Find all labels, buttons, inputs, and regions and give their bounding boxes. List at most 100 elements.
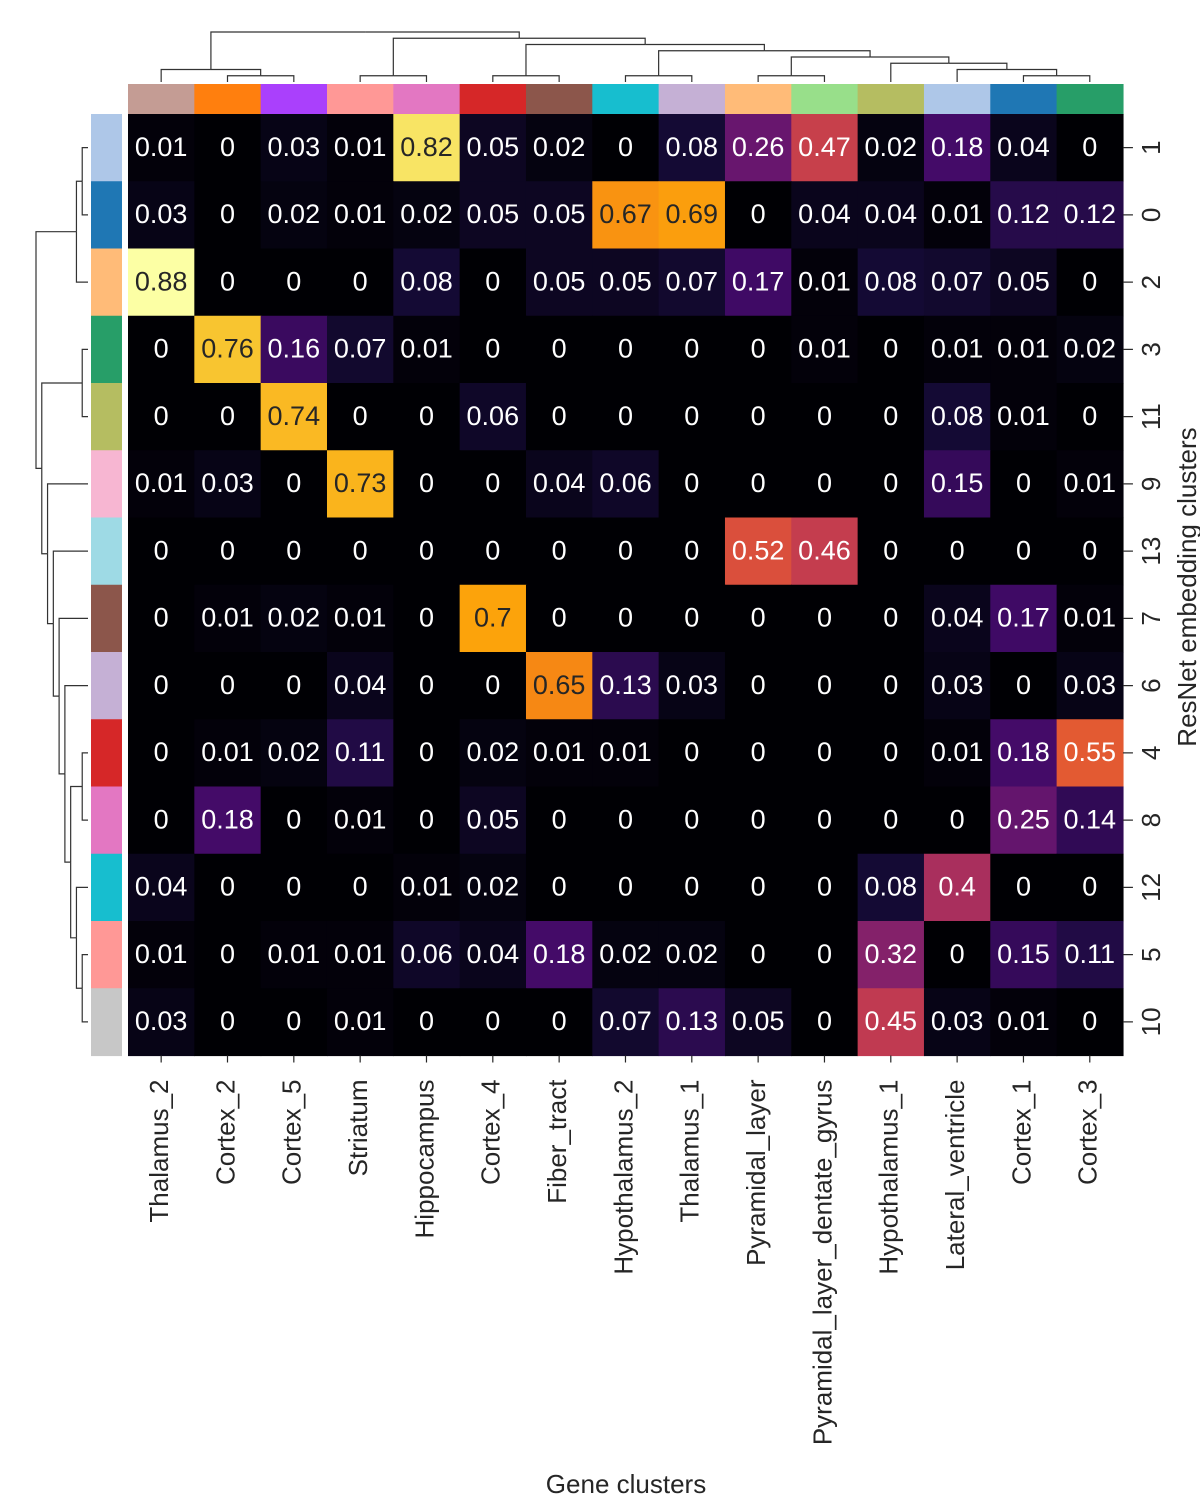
heatmap-cell [658,517,726,586]
dendrogram-branch [393,75,428,82]
heatmap-cell [658,719,726,788]
heatmap-cell [724,652,792,720]
cell-value-label: 0 [552,401,567,431]
cell-value-label: 0 [353,535,368,565]
heatmap-cell [724,315,792,384]
cell-value-label: 0.55 [1064,737,1117,767]
heatmap-cell [326,786,394,855]
heatmap-cell [923,248,991,317]
cell-value-label: 0 [817,401,832,431]
cell-value-label: 0.01 [400,334,453,364]
heatmap-cell [857,584,925,653]
cell-value-label: 0 [883,334,898,364]
heatmap-cell [326,719,394,788]
dendrogram-branch [58,696,65,775]
heatmap-cell [525,652,593,720]
cell-value-label: 0 [286,266,301,296]
cell-value-label: 0.07 [334,334,387,364]
heatmap-cell [260,315,328,384]
cell-value-label: 0 [751,804,766,834]
cell-value-label: 0 [684,804,699,834]
heatmap-cell [791,584,859,653]
cell-value-label: 0.15 [931,468,984,498]
dendrogram-branch [52,623,60,697]
column-color-swatch [393,84,461,115]
cell-value-label: 0.05 [997,266,1050,296]
dendrogram-branch [870,56,950,64]
heatmap-cell [724,988,792,1057]
cell-value-label: 0.18 [931,132,984,162]
cell-value-label: 0.01 [997,401,1050,431]
heatmap-cell [990,181,1058,250]
cell-value-label: 0 [220,872,235,902]
heatmap-cell [459,719,527,788]
heatmap-cells [128,114,1124,1057]
cell-value-label: 0 [684,468,699,498]
cell-value-label: 0 [1016,468,1031,498]
cell-value-label: 0.18 [533,939,586,969]
cell-value-label: 0.04 [135,872,188,902]
dendrogram-branch [1006,68,1058,76]
cell-value-label: 0 [154,804,169,834]
row-color-swatch [91,517,122,586]
cell-value-label: 0.04 [931,603,984,633]
heatmap-cell [857,921,925,989]
cell-value-label: 0.01 [334,199,387,229]
heatmap-cell [791,652,859,720]
cell-value-label: 0.88 [135,266,188,296]
cell-value-label: 0.17 [732,266,785,296]
cell-value-label: 0.65 [533,670,586,700]
cell-value-label: 0.25 [997,804,1050,834]
cell-value-label: 0.03 [1064,670,1117,700]
cell-value-label: 0.82 [400,132,453,162]
heatmap-cell [525,584,593,653]
cell-value-label: 0 [220,535,235,565]
cell-value-label: 0.03 [201,468,254,498]
cell-value-label: 0.7 [474,603,512,633]
cell-value-label: 0.06 [599,468,652,498]
cell-value-label: 0.03 [931,1006,984,1036]
heatmap-cell [658,652,726,720]
heatmap-cell [658,853,726,922]
dendrogram-branch [70,785,83,863]
heatmap-cell [592,248,660,317]
cell-value-label: 0 [684,334,699,364]
heatmap-cell [791,853,859,922]
heatmap-cell [194,988,262,1057]
heatmap-cell [923,786,991,855]
heatmap-cell [592,450,660,519]
heatmap-cell [658,786,726,855]
heatmap-cell [194,517,262,586]
column-color-strip [128,84,1124,115]
cell-value-label: 0.01 [997,1006,1050,1036]
heatmap-cell [128,114,195,182]
heatmap-cell [1056,719,1124,788]
cell-value-label: 0 [485,535,500,565]
heatmap-cell [128,248,195,317]
heatmap-cell [459,853,527,922]
row-tick-label: 6 [1136,678,1166,692]
heatmap-cell [393,114,461,182]
heatmap-cell [592,652,660,720]
cell-value-label: 0.04 [997,132,1050,162]
heatmap-cell [791,517,859,586]
cell-value-label: 0 [220,939,235,969]
heatmap-cell [923,921,991,989]
cell-value-label: 0.08 [666,132,719,162]
cell-value-label: 0 [419,603,434,633]
heatmap-cell [525,181,593,250]
cell-value-label: 0 [751,401,766,431]
heatmap-cell [1056,383,1124,451]
column-tick-labels: Thalamus_2 Cortex_2 Cortex_5 Striatum Hippoc… [144,1055,1103,1445]
cell-value-label: 0 [419,670,434,700]
heatmap-cell [393,719,461,788]
heatmap-cell [260,181,328,250]
heatmap-cell [128,383,195,451]
heatmap-cell [592,786,660,855]
row-color-swatch [91,114,122,182]
heatmap-cell [857,248,925,317]
cell-value-label: 0.17 [997,603,1050,633]
heatmap-cell [658,450,726,519]
row-tick-label: 1 [1136,140,1166,154]
cell-value-label: 0.03 [931,670,984,700]
